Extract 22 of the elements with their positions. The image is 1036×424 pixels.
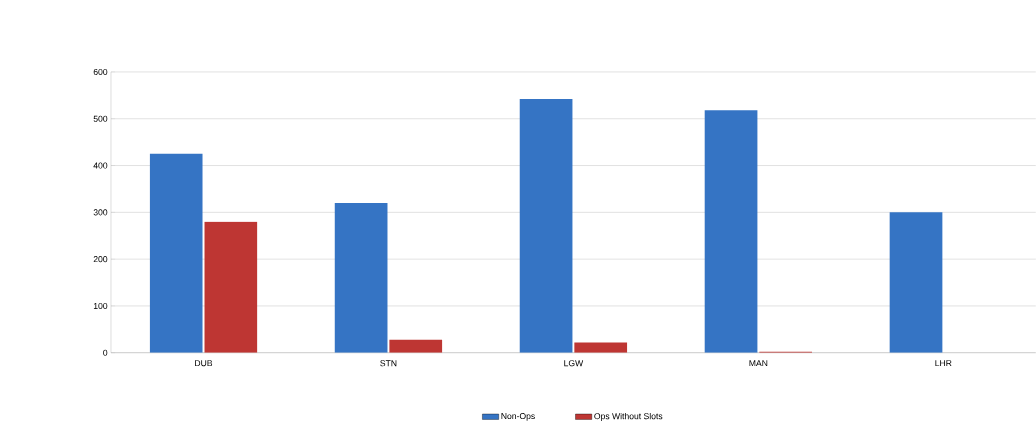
x-tick-label: DUB: [195, 360, 213, 367]
y-tick-label: 600: [93, 68, 108, 75]
bar: [574, 342, 628, 353]
bar: [334, 202, 388, 353]
legend-label: Ops Without Slots: [594, 412, 663, 421]
x-tick-label: LGW: [564, 360, 584, 367]
bar: [149, 153, 203, 353]
bar: [519, 98, 573, 353]
bar: [389, 339, 443, 353]
legend-label: Non-Ops: [501, 412, 535, 421]
x-tick-label: MAN: [749, 360, 768, 366]
y-tick-label: 200: [93, 255, 108, 263]
y-tick-label: 100: [93, 302, 108, 309]
bar: [889, 212, 943, 353]
bar: [204, 221, 258, 353]
y-tick-label: 500: [93, 115, 108, 122]
y-tick-label: 0: [103, 349, 108, 356]
y-tick-label: 400: [93, 162, 108, 169]
x-tick-label: LHR: [935, 360, 952, 366]
y-tick-label: 300: [93, 209, 108, 216]
bar: [704, 110, 758, 353]
x-tick-label: STN: [380, 360, 397, 367]
